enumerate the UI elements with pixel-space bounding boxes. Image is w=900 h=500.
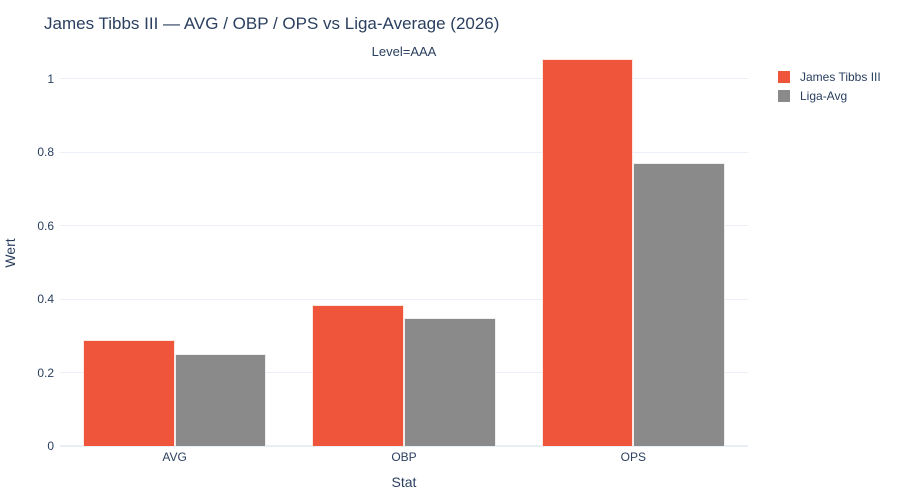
gridline <box>60 225 748 227</box>
bar-liga-avg-obp <box>404 317 496 446</box>
y-tick-label: 0.8 <box>37 145 54 160</box>
legend-label: Liga-Avg <box>800 88 848 103</box>
gridline <box>60 151 748 153</box>
x-tick-label-ops: OPS <box>620 450 646 464</box>
bar-james-tibbs-iii-avg <box>82 339 175 446</box>
legend: James Tibbs III Liga-Avg <box>778 67 881 105</box>
y-axis-title: Wert <box>2 238 18 268</box>
y-tick-label: 0 <box>47 439 54 453</box>
bar-liga-avg-ops <box>633 162 726 446</box>
legend-item-james-tibbs-iii[interactable]: James Tibbs III <box>778 67 881 86</box>
x-tick-label-obp: OBP <box>391 450 417 464</box>
x-tick-label-avg: AVG <box>162 450 187 464</box>
y-tick-label: 0.4 <box>37 292 54 307</box>
x-axis-title: Stat <box>391 474 417 490</box>
x-axis-line <box>60 445 748 447</box>
facet-annotation: Level=AAA <box>371 44 437 59</box>
y-tick-label: 1 <box>47 71 54 86</box>
legend-swatch-icon <box>778 89 790 102</box>
legend-label: James Tibbs III <box>800 69 881 84</box>
legend-swatch-icon <box>778 70 790 83</box>
bar-james-tibbs-iii-obp <box>312 305 404 446</box>
gridline <box>60 78 748 80</box>
gridline <box>60 298 748 300</box>
y-tick-label: 0.6 <box>37 218 54 233</box>
plot-area <box>60 58 748 447</box>
legend-item-liga-avg[interactable]: Liga-Avg <box>778 86 881 105</box>
bar-liga-avg-avg <box>174 354 267 446</box>
bar-james-tibbs-iii-ops <box>541 59 634 446</box>
y-tick-label: 0.2 <box>37 365 54 380</box>
chart-title: James Tibbs III — AVG / OBP / OPS vs Lig… <box>44 14 500 33</box>
